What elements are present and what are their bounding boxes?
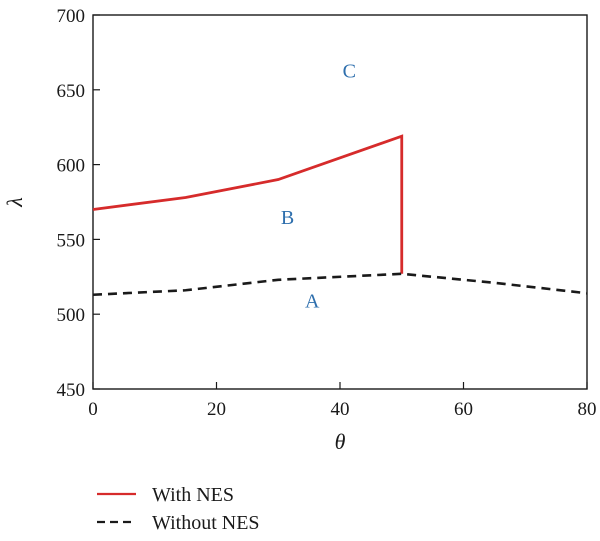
plot-frame bbox=[92, 14, 588, 390]
y-tick-label: 700 bbox=[57, 6, 86, 27]
region-label-c: C bbox=[343, 60, 356, 82]
annotation-layer: C B A bbox=[281, 60, 356, 312]
y-tick-label: 500 bbox=[57, 305, 86, 326]
y-tick-label: 550 bbox=[57, 230, 86, 251]
series-line-with-nes bbox=[92, 134, 404, 274]
y-axis-label: λ bbox=[2, 197, 27, 208]
x-axis-ticks: 0 20 40 60 80 bbox=[88, 382, 597, 420]
y-tick-label: 600 bbox=[57, 156, 86, 177]
region-label-b: B bbox=[281, 207, 294, 229]
legend-label: With NES bbox=[152, 484, 234, 506]
x-tick-label: 20 bbox=[207, 399, 226, 420]
x-tick-label: 0 bbox=[88, 399, 98, 420]
y-tick-label: 650 bbox=[57, 81, 86, 102]
y-tick-label: 450 bbox=[57, 380, 86, 401]
region-label-a: A bbox=[305, 291, 320, 313]
y-axis-ticks: 450 500 550 600 650 700 bbox=[57, 6, 100, 401]
legend-label: Without NES bbox=[152, 512, 260, 534]
x-axis-label: θ bbox=[335, 429, 346, 454]
x-tick-label: 80 bbox=[578, 399, 597, 420]
x-tick-label: 40 bbox=[331, 399, 350, 420]
series-layer bbox=[92, 134, 588, 297]
x-tick-label: 60 bbox=[454, 399, 473, 420]
legend: With NES Without NES bbox=[97, 484, 260, 534]
series-line-without-nes bbox=[92, 272, 588, 297]
